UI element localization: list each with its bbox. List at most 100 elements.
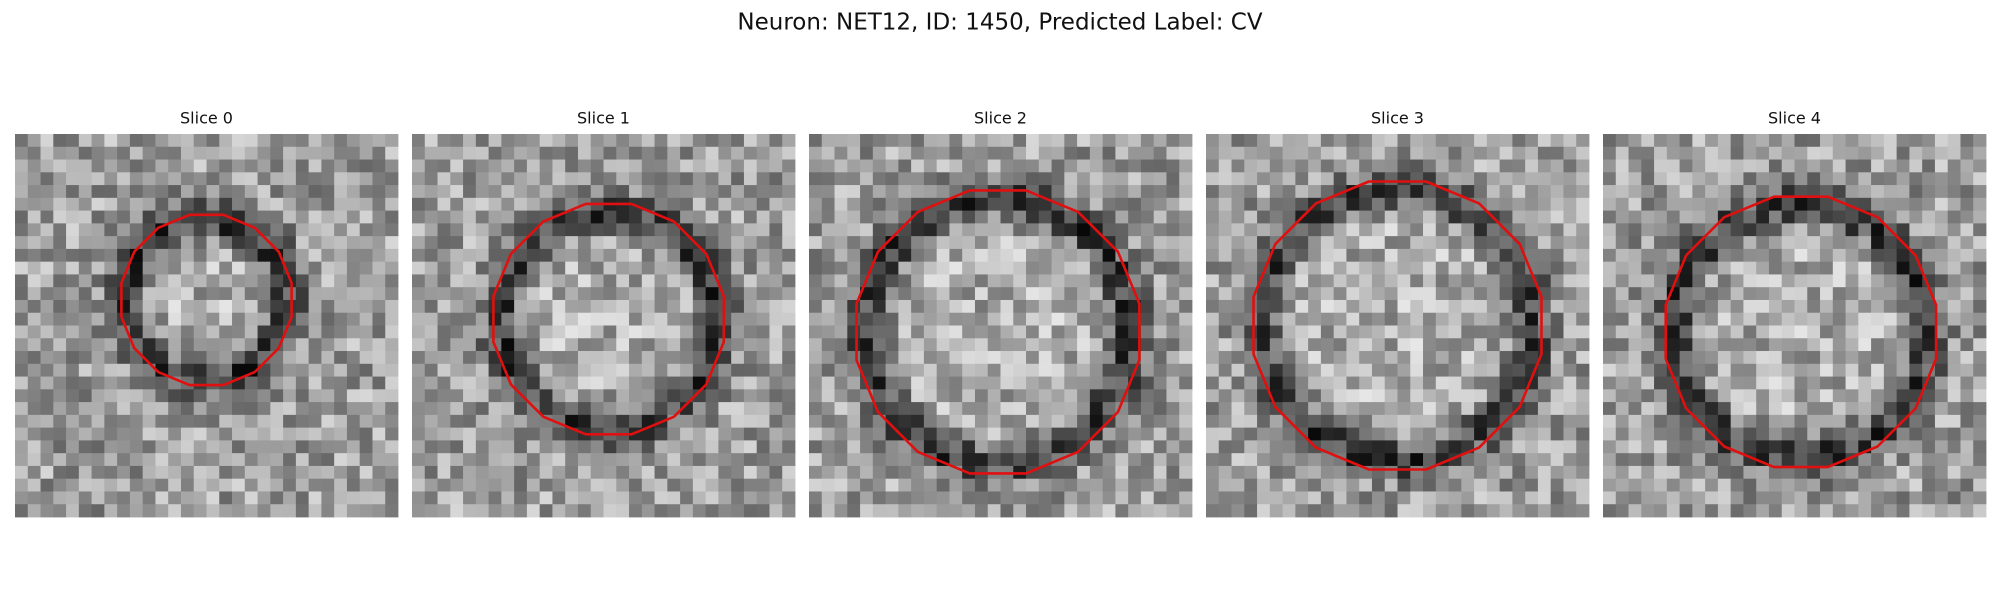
pixel	[1871, 248, 1885, 263]
pixel	[450, 453, 464, 467]
pixel	[577, 414, 592, 429]
pixel	[923, 172, 938, 186]
pixel	[346, 312, 361, 326]
pixel	[577, 134, 592, 148]
pixel	[257, 491, 271, 505]
pixel	[488, 363, 502, 377]
pixel	[898, 491, 912, 505]
pixel	[1909, 134, 1923, 148]
pixel	[1013, 325, 1027, 339]
pixel	[1743, 146, 1757, 160]
pixel	[974, 236, 989, 250]
pixel	[1807, 376, 1821, 390]
pixel	[1448, 440, 1462, 454]
pixel	[1499, 274, 1513, 288]
pixel	[1654, 478, 1668, 492]
pixel	[923, 376, 938, 390]
pixel	[552, 440, 566, 454]
pixel	[1269, 223, 1283, 237]
pixel	[987, 299, 1001, 314]
pixel	[1692, 491, 1706, 505]
pixel	[1641, 491, 1655, 505]
pixel	[232, 172, 246, 186]
pixel	[1871, 197, 1885, 211]
pixel	[232, 159, 246, 173]
pixel	[1038, 287, 1052, 301]
pixel	[743, 299, 758, 314]
pixel	[295, 197, 310, 211]
pixel	[1474, 504, 1488, 518]
pixel	[372, 440, 386, 454]
pixel	[1934, 440, 1949, 454]
pixel	[923, 465, 938, 480]
pixel	[809, 172, 823, 186]
pixel	[1807, 504, 1821, 518]
pixel	[974, 453, 989, 467]
pixel	[1320, 172, 1335, 186]
pixel	[539, 427, 553, 441]
pixel	[244, 197, 258, 211]
pixel	[372, 134, 386, 148]
pixel	[616, 261, 630, 275]
pixel	[321, 440, 335, 454]
pixel	[1410, 159, 1424, 173]
pixel	[1973, 159, 1987, 173]
pixel	[603, 453, 617, 467]
pixel	[1371, 223, 1386, 237]
pixel	[1051, 478, 1065, 492]
pixel	[1525, 172, 1539, 186]
pixel	[27, 223, 41, 237]
pixel	[860, 453, 874, 467]
pixel	[1960, 299, 1974, 314]
pixel	[1537, 427, 1552, 441]
pixel	[552, 223, 566, 237]
pixel	[1384, 338, 1398, 352]
pixel	[1756, 274, 1770, 288]
pixel	[27, 363, 41, 377]
pixel	[1615, 210, 1629, 224]
pixel	[616, 351, 630, 365]
pixel	[91, 223, 105, 237]
pixel	[756, 134, 770, 148]
pixel	[1128, 504, 1142, 518]
pixel	[1768, 261, 1783, 275]
pixel	[219, 389, 233, 403]
pixel	[1756, 338, 1770, 352]
pixel	[1947, 146, 1961, 160]
pixel	[885, 376, 899, 390]
pixel	[1615, 440, 1629, 454]
pixel	[232, 134, 246, 148]
pixel	[1525, 185, 1539, 199]
pixel	[641, 325, 655, 339]
pixel	[590, 491, 604, 505]
pixel	[1909, 414, 1923, 429]
pixel	[1128, 478, 1142, 492]
pixel	[1896, 363, 1910, 377]
pixel	[514, 312, 528, 326]
pixel	[705, 146, 719, 160]
pixel	[834, 159, 848, 173]
pixel	[78, 159, 92, 173]
pixel	[1947, 172, 1961, 186]
pixel	[885, 465, 899, 480]
pixel	[1000, 402, 1014, 416]
pixel	[257, 223, 271, 237]
pixel	[1384, 440, 1398, 454]
pixel	[756, 478, 770, 492]
pixel	[308, 414, 322, 429]
pixel	[1768, 363, 1783, 377]
pixel	[1858, 287, 1872, 301]
pixel	[1089, 248, 1104, 263]
pixel	[1628, 465, 1642, 480]
pixel	[1089, 185, 1104, 199]
pixel	[1000, 274, 1014, 288]
pixel	[1026, 414, 1040, 429]
pixel	[731, 197, 745, 211]
pixel	[1308, 248, 1322, 263]
pixel	[66, 248, 80, 263]
pixel	[769, 312, 783, 326]
pixel	[1960, 325, 1974, 339]
pixel	[641, 223, 655, 237]
pixel	[847, 402, 861, 416]
pixel	[821, 338, 835, 352]
